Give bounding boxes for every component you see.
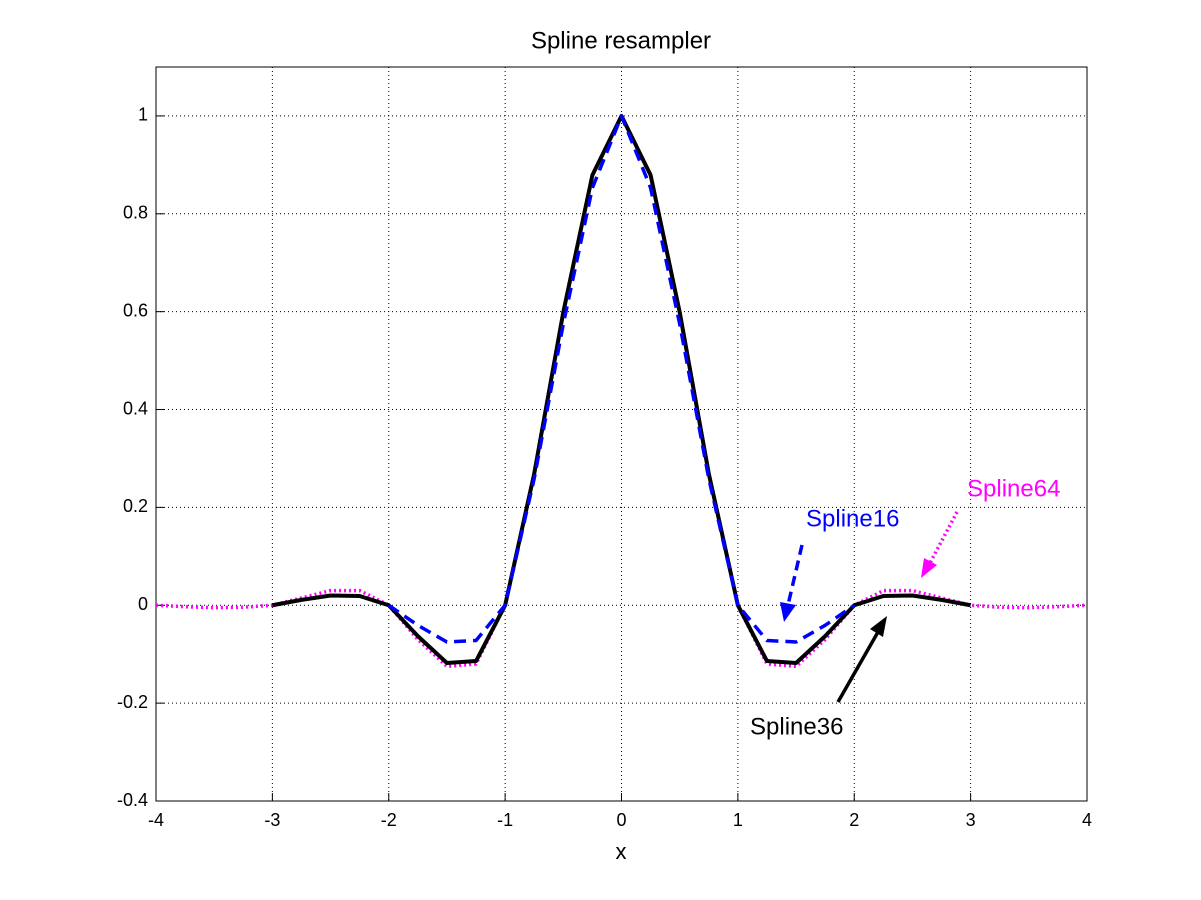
x-tick-label: -4 xyxy=(148,810,164,830)
line-series xyxy=(155,114,1088,669)
x-tick-label: -1 xyxy=(497,810,513,830)
y-tick-label: 0.6 xyxy=(123,300,148,320)
x-tick-label: 3 xyxy=(966,810,976,830)
x-tick-label: 0 xyxy=(616,810,626,830)
arrow xyxy=(836,631,880,703)
x-tick-label: 2 xyxy=(849,810,859,830)
annotation: Spline16 xyxy=(806,505,899,532)
plot-frame xyxy=(155,66,1088,802)
y-tick-label: -0.4 xyxy=(117,790,148,810)
y-tick-label: 0.8 xyxy=(123,203,148,223)
y-tick-label: -0.2 xyxy=(117,692,148,712)
annotation: Spline36 xyxy=(750,713,843,740)
annotation: Spline64 xyxy=(967,475,1060,502)
y-tick-label: 0 xyxy=(138,594,148,614)
arrowhead xyxy=(780,602,796,622)
line-series xyxy=(387,114,856,644)
arrow xyxy=(786,544,804,606)
annotation-arrows xyxy=(780,511,959,703)
x-axis-label: x xyxy=(616,839,627,864)
x-tick-label: 1 xyxy=(733,810,743,830)
chart-title: Spline resampler xyxy=(531,27,711,54)
arrowhead xyxy=(870,616,887,637)
y-tick-label: 0.4 xyxy=(123,398,148,418)
arrowhead xyxy=(921,558,937,578)
y-tick-label: 1 xyxy=(138,105,148,125)
y-tick-label: 0.2 xyxy=(123,496,148,516)
x-tick-label: 4 xyxy=(1082,810,1092,830)
x-tick-label: -3 xyxy=(264,810,280,830)
x-tick-label: -2 xyxy=(381,810,397,830)
